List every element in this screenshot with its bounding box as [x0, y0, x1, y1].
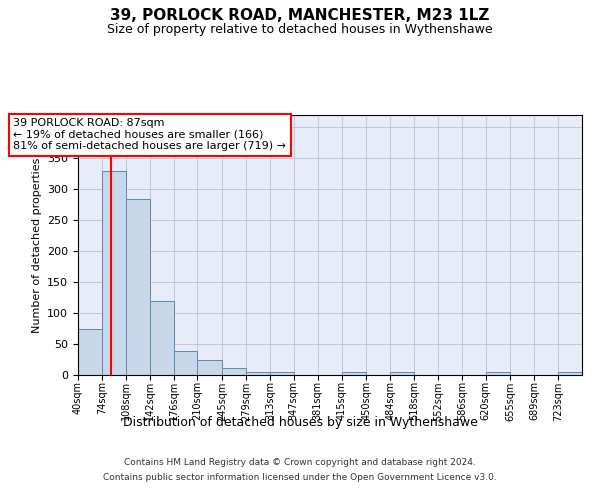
Text: 39, PORLOCK ROAD, MANCHESTER, M23 1LZ: 39, PORLOCK ROAD, MANCHESTER, M23 1LZ	[110, 8, 490, 22]
Bar	[126, 198, 149, 375]
Y-axis label: Number of detached properties: Number of detached properties	[32, 158, 41, 332]
Text: 39 PORLOCK ROAD: 87sqm
← 19% of detached houses are smaller (166)
81% of semi-de: 39 PORLOCK ROAD: 87sqm ← 19% of detached…	[13, 118, 286, 152]
Bar	[173, 352, 197, 375]
Text: Distribution of detached houses by size in Wythenshawe: Distribution of detached houses by size …	[122, 416, 478, 429]
Bar	[222, 368, 246, 375]
Bar	[341, 372, 366, 375]
Text: Contains public sector information licensed under the Open Government Licence v3: Contains public sector information licen…	[103, 473, 497, 482]
Bar	[197, 360, 222, 375]
Bar	[246, 372, 270, 375]
Bar	[78, 328, 102, 375]
Bar	[270, 372, 294, 375]
Bar	[102, 170, 126, 375]
Bar	[149, 300, 173, 375]
Bar	[390, 372, 414, 375]
Bar	[558, 372, 582, 375]
Text: Contains HM Land Registry data © Crown copyright and database right 2024.: Contains HM Land Registry data © Crown c…	[124, 458, 476, 467]
Text: Size of property relative to detached houses in Wythenshawe: Size of property relative to detached ho…	[107, 22, 493, 36]
Bar	[485, 372, 511, 375]
